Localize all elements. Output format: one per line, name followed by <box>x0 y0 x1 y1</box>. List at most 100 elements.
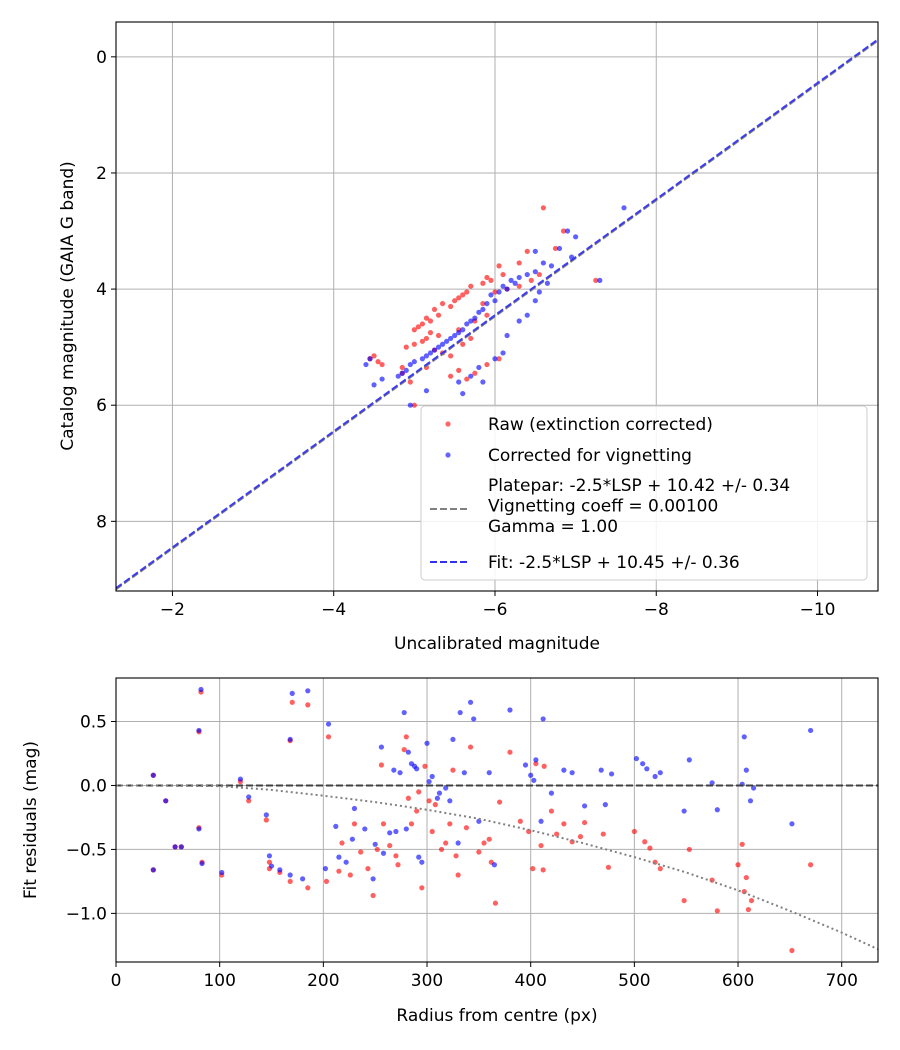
bottom-point-corrected-for-vignetting <box>287 736 293 743</box>
bottom-point-raw-extinction-corrected <box>426 798 432 804</box>
top-point-corrected-for-vignetting <box>532 298 538 304</box>
top-point-raw-extinction-corrected <box>452 298 458 304</box>
top-point-corrected-for-vignetting <box>500 350 506 356</box>
bottom-point-corrected-for-vignetting <box>300 876 306 882</box>
bottom-point-corrected-for-vignetting <box>416 854 422 860</box>
bottom-point-raw-extinction-corrected <box>336 868 342 874</box>
top-point-raw-extinction-corrected <box>448 303 454 310</box>
top-ticks: −2 −4 −6 −8 −10 0 2 4 6 8 <box>96 48 835 620</box>
bottom-point-raw-extinction-corrected <box>686 846 692 853</box>
top-point-raw-extinction-corrected <box>500 271 506 278</box>
top-point-raw-extinction-corrected <box>472 370 478 376</box>
bottom-point-corrected-for-vignetting <box>219 869 225 876</box>
top-point-raw-extinction-corrected <box>427 318 434 324</box>
bottom-point-raw-extinction-corrected <box>526 828 532 835</box>
bottom-point-corrected-for-vignetting <box>178 844 184 850</box>
bottom-point-corrected-for-vignetting <box>533 757 539 763</box>
bottom-point-corrected-for-vignetting <box>343 859 349 865</box>
top-point-raw-extinction-corrected <box>536 271 542 278</box>
top-point-raw-extinction-corrected <box>435 332 442 339</box>
bottom-axes-frame <box>115 677 879 963</box>
bottom-plot-area <box>116 686 878 954</box>
top-point-raw-extinction-corrected <box>411 341 417 347</box>
legend-label-raw: Raw (extinction corrected) <box>488 415 713 435</box>
bottom-point-raw-extinction-corrected <box>422 763 428 769</box>
bottom-point-raw-extinction-corrected <box>370 892 376 899</box>
top-point-corrected-for-vignetting <box>480 379 486 385</box>
bottom-point-raw-extinction-corrected <box>467 744 474 750</box>
bottom-point-corrected-for-vignetting <box>336 854 342 860</box>
bottom-point-raw-extinction-corrected <box>429 828 435 835</box>
bottom-point-corrected-for-vignetting <box>305 688 311 694</box>
bottom-point-corrected-for-vignetting <box>640 761 646 767</box>
top-point-corrected-for-vignetting <box>548 263 555 269</box>
bottom-point-raw-extinction-corrected <box>325 734 332 740</box>
top-point-raw-extinction-corrected <box>492 289 498 295</box>
bottom-point-raw-extinction-corrected <box>492 900 499 906</box>
top-point-raw-extinction-corrected <box>496 263 502 269</box>
top-point-corrected-for-vignetting <box>573 234 579 240</box>
top-point-corrected-for-vignetting <box>460 327 466 333</box>
top-point-corrected-for-vignetting <box>464 321 470 327</box>
bottom-point-corrected-for-vignetting <box>657 770 663 776</box>
bottom-point-raw-extinction-corrected <box>450 767 456 773</box>
top-point-raw-extinction-corrected <box>399 364 405 371</box>
bottom-point-corrected-for-vignetting <box>397 770 403 776</box>
bottom-point-corrected-for-vignetting <box>743 767 749 773</box>
bottom-point-corrected-for-vignetting <box>150 867 156 873</box>
bottom-point-raw-extinction-corrected <box>496 799 503 805</box>
top-point-corrected-for-vignetting <box>556 245 563 252</box>
bottom-point-corrected-for-vignetting <box>196 727 202 734</box>
bottom-point-raw-extinction-corrected <box>453 853 459 859</box>
bottom-point-raw-extinction-corrected <box>455 872 461 878</box>
top-point-corrected-for-vignetting <box>540 260 546 266</box>
bottom-x-tick-label: 400 <box>514 971 546 991</box>
bottom-point-corrected-for-vignetting <box>528 772 534 778</box>
bottom-point-raw-extinction-corrected <box>714 908 720 914</box>
top-point-raw-extinction-corrected <box>375 359 381 365</box>
top-point-raw-extinction-corrected <box>419 321 426 327</box>
bottom-point-raw-extinction-corrected <box>741 889 747 895</box>
top-x-tick-label: −8 <box>644 600 669 620</box>
top-point-raw-extinction-corrected <box>411 327 417 333</box>
top-point-raw-extinction-corrected <box>480 280 486 286</box>
bottom-point-raw-extinction-corrected <box>739 841 745 847</box>
bottom-point-corrected-for-vignetting <box>277 867 283 873</box>
bottom-point-raw-extinction-corrected <box>380 821 387 827</box>
bottom-point-raw-extinction-corrected <box>305 885 311 891</box>
bottom-point-raw-extinction-corrected <box>808 862 814 868</box>
bottom-point-raw-extinction-corrected <box>246 798 252 804</box>
top-y-tick-label: 8 <box>96 512 107 532</box>
bottom-point-raw-extinction-corrected <box>438 846 445 853</box>
top-point-corrected-for-vignetting <box>456 330 462 336</box>
bottom-point-corrected-for-vignetting <box>633 755 640 762</box>
top-point-corrected-for-vignetting <box>504 332 510 339</box>
legend-label-platepar: Platepar: -2.5*LSP + 10.42 +/- 0.34 Vigne… <box>488 476 790 537</box>
bottom-point-corrected-for-vignetting <box>538 818 544 824</box>
bottom-point-corrected-for-vignetting <box>540 716 546 722</box>
bottom-point-corrected-for-vignetting <box>681 808 687 814</box>
bottom-point-raw-extinction-corrected <box>358 849 364 855</box>
bottom-point-raw-extinction-corrected <box>517 818 523 824</box>
bottom-x-tick-label: 200 <box>307 971 339 991</box>
bottom-point-raw-extinction-corrected <box>378 762 385 768</box>
top-point-corrected-for-vignetting <box>407 361 413 368</box>
top-x-tick-label: −6 <box>482 600 507 620</box>
bottom-point-raw-extinction-corrected <box>748 897 755 904</box>
bottom-point-raw-extinction-corrected <box>263 817 269 823</box>
bottom-point-raw-extinction-corrected <box>561 821 567 827</box>
bottom-point-raw-extinction-corrected <box>538 842 544 849</box>
top-point-raw-extinction-corrected <box>468 335 474 342</box>
top-point-raw-extinction-corrected <box>484 312 490 318</box>
bottom-point-corrected-for-vignetting <box>268 863 275 869</box>
bottom-point-corrected-for-vignetting <box>419 859 425 865</box>
bottom-point-raw-extinction-corrected <box>569 839 575 845</box>
top-point-corrected-for-vignetting <box>532 269 538 275</box>
top-point-raw-extinction-corrected <box>448 353 454 359</box>
bottom-point-corrected-for-vignetting <box>602 802 608 808</box>
top-point-raw-extinction-corrected <box>439 300 446 307</box>
bottom-point-corrected-for-vignetting <box>246 794 252 800</box>
top-point-raw-extinction-corrected <box>423 335 430 342</box>
bottom-chart: 0 100 200 300 400 500 600 700 0.5 0.0 −0.5 −1.0 Rad… <box>21 677 879 1026</box>
legend-label-fit: Fit: -2.5*LSP + 10.45 +/- 0.36 <box>488 553 740 573</box>
